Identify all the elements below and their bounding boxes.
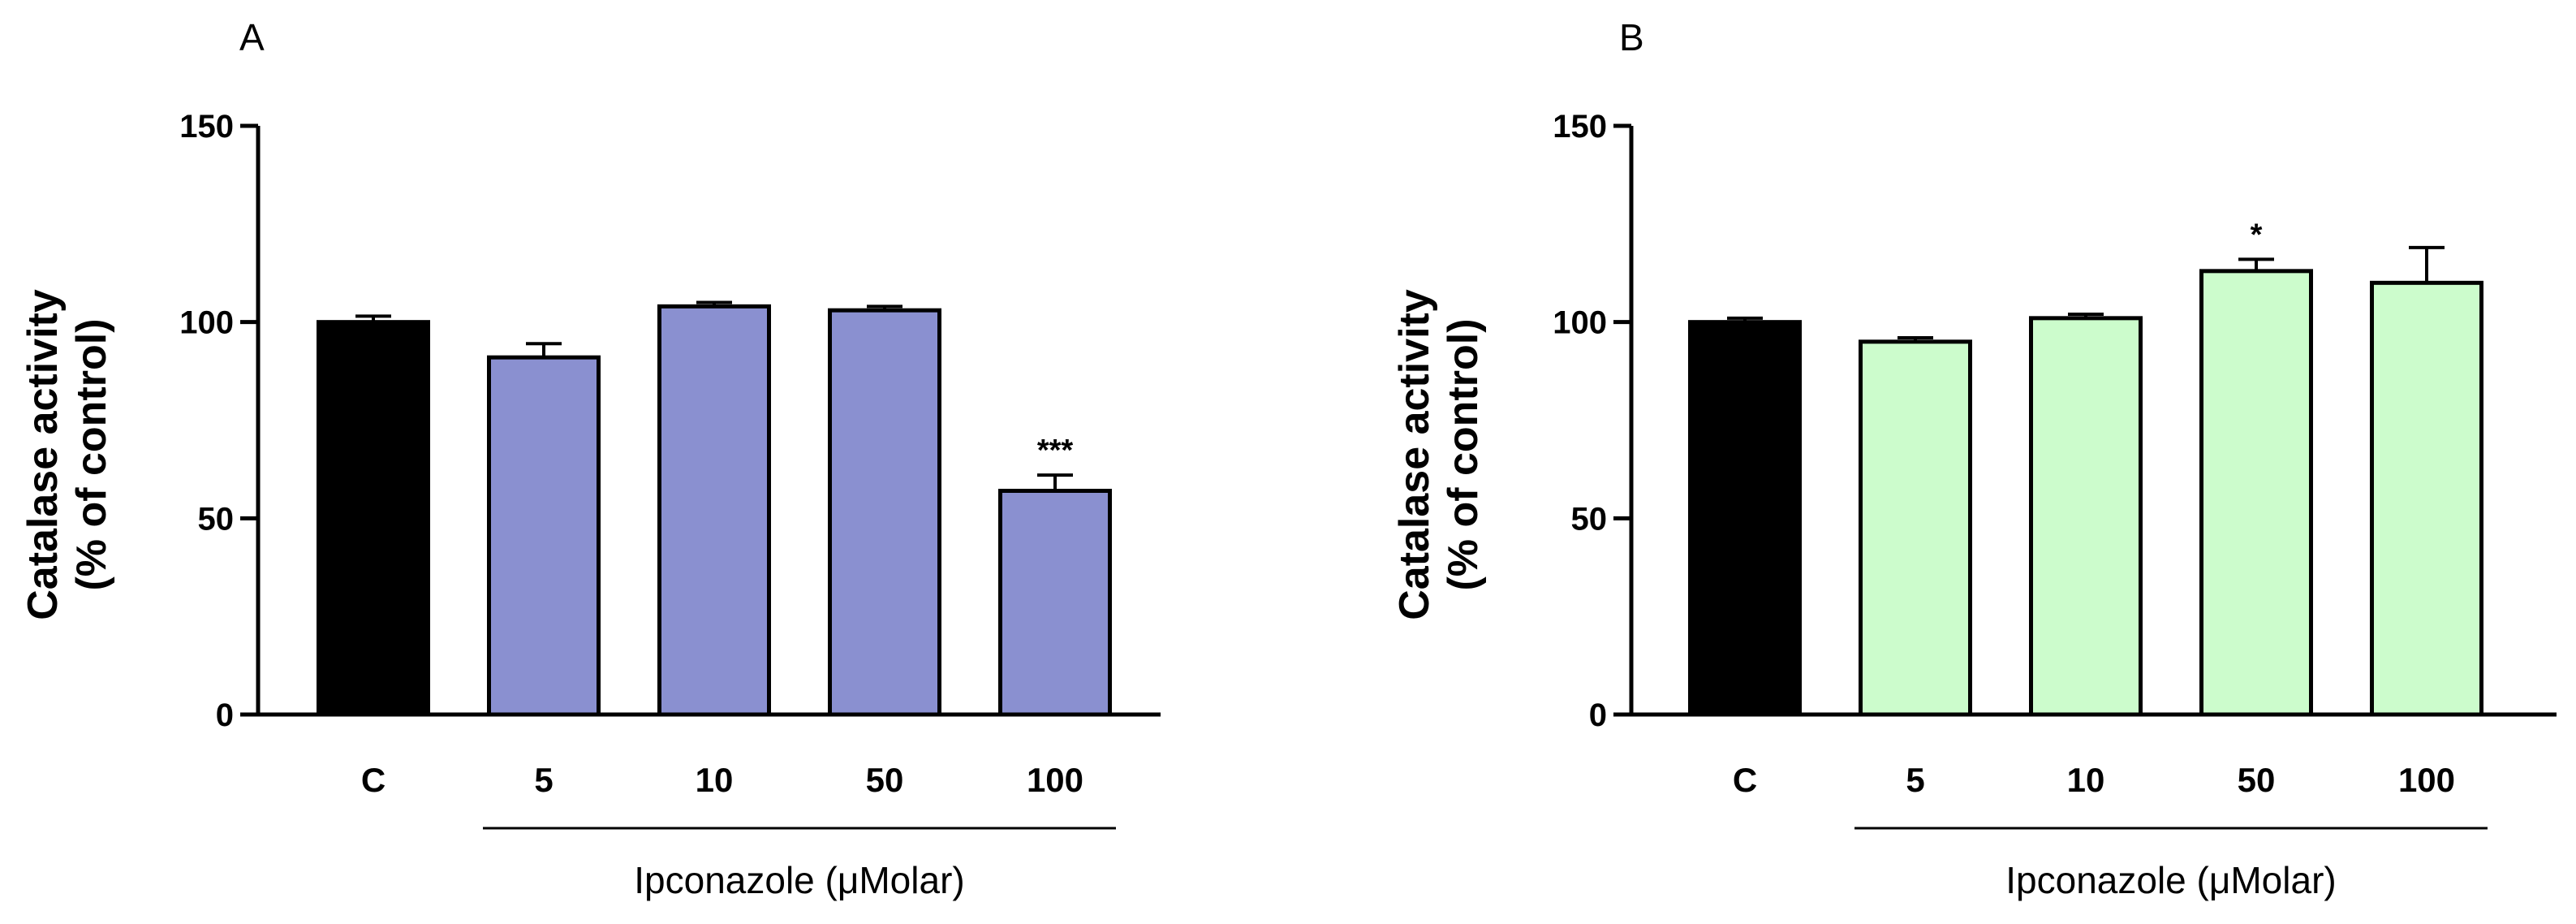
x-axis-label: Ipconazole (μMolar) <box>634 859 964 901</box>
bar-5 <box>1859 339 1972 717</box>
y-axis-label-line1: Catalase activity <box>19 289 67 620</box>
x-tick-label: 100 <box>2398 761 2455 799</box>
y-tick-label: 0 <box>1589 697 1607 733</box>
x-tick-label: 10 <box>696 761 734 799</box>
y-tick-label: 50 <box>1571 501 1608 537</box>
y-tick-label: 100 <box>1553 305 1607 341</box>
x-tick-label: 10 <box>2067 761 2105 799</box>
bar-50 <box>828 308 941 717</box>
bar-100 <box>2370 280 2483 717</box>
x-axis-label: Ipconazole (μMolar) <box>2005 859 2336 901</box>
panel-b: B Catalase activity (% of control) 0 50 10… <box>1391 16 2557 901</box>
panel-label: A <box>239 16 265 58</box>
y-axis-label-line1: Catalase activity <box>1391 289 1438 620</box>
x-tick-label: C <box>361 761 386 799</box>
x-tick-labels: C 5 10 50 100 <box>1733 761 2455 799</box>
x-tick-label: 100 <box>1027 761 1083 799</box>
bar-5 <box>487 355 601 717</box>
significance-label: *** <box>1037 434 1074 468</box>
x-tick-label: C <box>1733 761 1757 799</box>
bar-50 <box>2199 269 2313 717</box>
panel-label: B <box>1619 16 1644 58</box>
y-axis-label: Catalase activity (% of control) <box>19 289 115 620</box>
x-tick-label: 5 <box>1906 761 1924 799</box>
bars: * <box>1688 218 2483 717</box>
y-tick-label: 150 <box>1553 109 1607 145</box>
x-tick-labels: C 5 10 50 100 <box>361 761 1083 799</box>
bar-10 <box>657 304 771 717</box>
x-tick-label: 50 <box>2238 761 2276 799</box>
x-tick-label: 50 <box>866 761 904 799</box>
bar-C <box>1688 320 1802 717</box>
y-tick-label: 150 <box>179 109 234 145</box>
bar-C <box>317 320 430 717</box>
bar-100 <box>998 489 1112 717</box>
y-axis-label-line2: (% of control) <box>68 318 115 590</box>
y-tick-label: 0 <box>216 697 234 733</box>
bars: *** <box>317 300 1112 717</box>
x-tick-label: 5 <box>534 761 553 799</box>
significance-label: * <box>2251 218 2263 252</box>
y-tick-label: 100 <box>179 305 234 341</box>
bar-10 <box>2029 316 2143 717</box>
y-axis-label: Catalase activity (% of control) <box>1391 289 1487 620</box>
panel-a: A Catalase activity (% of control) 0 50 10… <box>19 16 1161 901</box>
y-axis-label-line2: (% of control) <box>1440 318 1487 590</box>
y-tick-label: 50 <box>198 501 235 537</box>
